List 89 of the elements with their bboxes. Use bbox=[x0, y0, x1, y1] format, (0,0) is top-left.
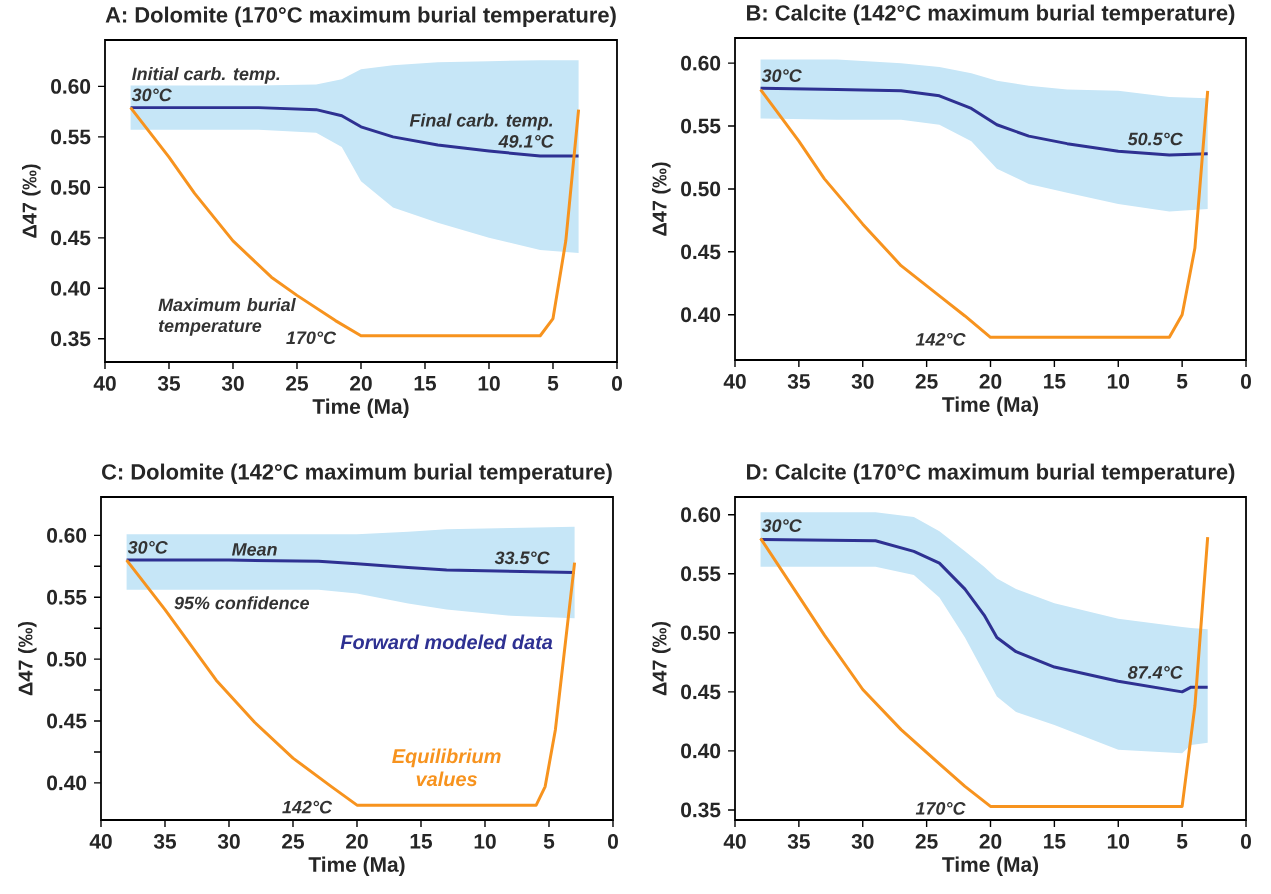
x-tick-label: 20 bbox=[979, 374, 1002, 389]
line-series bbox=[759, 538, 1210, 694]
y-tick-label: 0.60 bbox=[681, 507, 721, 523]
x-tick-label: 15 bbox=[414, 376, 437, 391]
x-tick-label: 5 bbox=[1176, 374, 1188, 389]
annotation: 30°C bbox=[761, 69, 802, 82]
annotation: 30°C bbox=[127, 541, 168, 554]
x-axis-title: Time (Ma) bbox=[308, 856, 405, 877]
x-tick-label: 30 bbox=[221, 376, 244, 391]
x-tick-label: 0 bbox=[1241, 374, 1251, 389]
y-tick-label: 0.50 bbox=[681, 625, 721, 641]
annotation: Mean bbox=[231, 543, 277, 556]
y-tick-label: 0.40 bbox=[681, 743, 721, 759]
annotation: Initial carb. temp. bbox=[131, 67, 280, 84]
x-tick-label: 5 bbox=[1176, 834, 1188, 849]
x-tick-label: 20 bbox=[979, 834, 1002, 849]
x-tick-label: 15 bbox=[410, 834, 433, 849]
x-tick-label: 35 bbox=[157, 376, 181, 391]
x-tick-label: 5 bbox=[543, 834, 555, 849]
x-tick-label: 40 bbox=[723, 834, 746, 849]
annotation: 142°C bbox=[915, 332, 966, 346]
y-tick-label: 0.45 bbox=[47, 713, 87, 729]
y-tick-label: 0.55 bbox=[51, 129, 91, 145]
x-tick-label: 10 bbox=[1107, 374, 1130, 389]
y-tick-label: 0.55 bbox=[681, 118, 721, 134]
y-tick-label: 0.50 bbox=[51, 179, 91, 195]
y-tick-label: 0.60 bbox=[681, 55, 721, 71]
annotation: 30°C bbox=[131, 88, 172, 102]
y-tick-label: 0.45 bbox=[681, 244, 721, 260]
y-tick-label: 0.45 bbox=[51, 230, 91, 246]
x-tick-label: 30 bbox=[851, 834, 874, 849]
x-axis-title: Time (Ma) bbox=[312, 398, 409, 419]
x-tick-label: 20 bbox=[346, 834, 368, 849]
chart-title: D: Calcite (170°C maximum burial temperature) bbox=[747, 463, 1235, 484]
x-axis-title: Time (Ma) bbox=[942, 396, 1039, 417]
line-series bbox=[759, 86, 1210, 157]
x-tick-label: 0 bbox=[607, 834, 618, 849]
x-axis-title: Time (Ma) bbox=[942, 856, 1039, 877]
x-tick-label: 15 bbox=[1044, 834, 1066, 849]
annotation: 49.1°C bbox=[498, 135, 554, 148]
y-tick-label: 0.35 bbox=[681, 802, 721, 818]
x-tick-label: 35 bbox=[787, 374, 810, 389]
y-tick-label: 0.60 bbox=[51, 79, 91, 94]
x-tick-label: 10 bbox=[474, 834, 496, 849]
annotation: 95% confidence bbox=[174, 596, 310, 610]
text: Forward modeled data bbox=[340, 634, 553, 650]
x-tick-label: 15 bbox=[1044, 374, 1066, 389]
x-tick-label: 35 bbox=[153, 834, 177, 849]
y-axis-title: Δ47 (‰) bbox=[652, 162, 671, 236]
y-tick-label: 0.40 bbox=[47, 775, 87, 791]
x-tick-label: 25 bbox=[915, 374, 938, 389]
x-tick-label: 35 bbox=[787, 834, 810, 849]
series-label: Equilibrium values bbox=[392, 748, 501, 787]
y-tick-label: 0.55 bbox=[681, 566, 721, 582]
x-tick-label: 40 bbox=[89, 834, 112, 849]
x-tick-label: 40 bbox=[723, 374, 746, 389]
x-tick-label: 10 bbox=[478, 376, 500, 391]
y-axis-title: Δ47 (‰) bbox=[652, 621, 671, 696]
annotation: Final carb. temp. bbox=[409, 113, 553, 131]
x-tick-label: 10 bbox=[1107, 834, 1130, 849]
x-tick-label: 40 bbox=[93, 376, 116, 391]
y-tick-label: 0.35 bbox=[51, 331, 91, 347]
y-tick-label: 0.45 bbox=[681, 684, 721, 700]
x-tick-label: 0 bbox=[1241, 834, 1251, 849]
chart-title: B: Calcite (142°C maximum burial temperature) bbox=[747, 4, 1235, 25]
annotation: 170°C bbox=[915, 802, 966, 815]
x-tick-label: 0 bbox=[611, 376, 622, 391]
y-axis-title: Δ47 (‰) bbox=[21, 164, 41, 238]
annotation: 33.5°C bbox=[494, 551, 550, 565]
chart-title: C: Dolomite (142°C maximum burial temperature) bbox=[102, 463, 612, 484]
x-tick-label: 5 bbox=[547, 376, 559, 391]
x-tick-label: 25 bbox=[282, 834, 305, 849]
x-tick-label: 25 bbox=[286, 376, 309, 391]
chart-title: A: Dolomite (170°C maximum burial temperature) bbox=[105, 6, 616, 27]
y-axis-title: Δ47 (‰) bbox=[17, 621, 37, 696]
annotation: 30°C bbox=[761, 519, 802, 532]
x-tick-label: 20 bbox=[350, 376, 372, 391]
y-tick-label: 0.50 bbox=[47, 651, 87, 667]
y-tick-label: 0.55 bbox=[47, 589, 87, 605]
annotation: 87.4°C bbox=[1127, 666, 1183, 679]
y-tick-label: 0.60 bbox=[47, 527, 87, 543]
x-tick-label: 30 bbox=[217, 834, 240, 849]
y-tick-label: 0.40 bbox=[681, 307, 721, 323]
y-tick-label: 0.40 bbox=[51, 280, 91, 296]
annotation: 50.5°C bbox=[1127, 132, 1183, 146]
annotation: 142°C bbox=[282, 800, 333, 814]
y-tick-label: 0.50 bbox=[681, 181, 721, 197]
x-tick-label: 30 bbox=[851, 374, 874, 389]
x-tick-label: 25 bbox=[915, 834, 938, 849]
